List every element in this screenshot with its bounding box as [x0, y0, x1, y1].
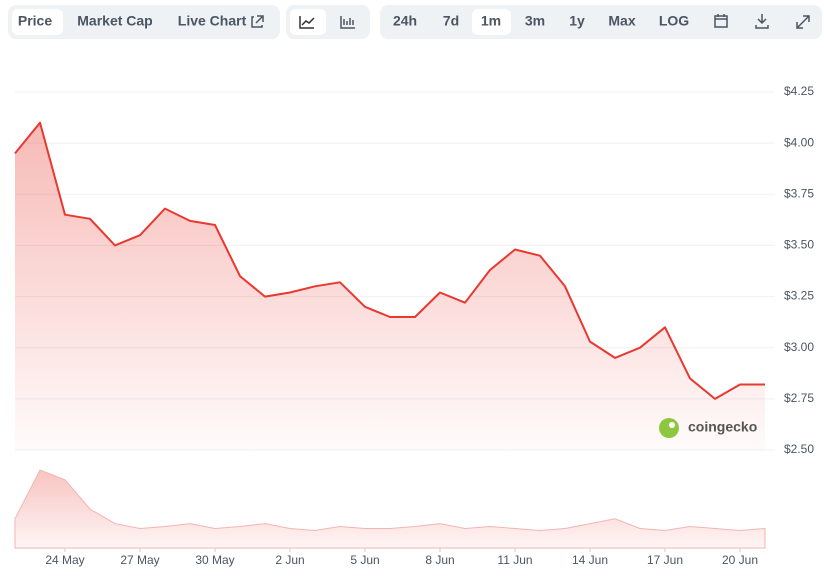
watermark: coingecko — [688, 419, 757, 435]
download-icon[interactable] — [755, 14, 769, 29]
range-button[interactable]: 1y — [569, 13, 585, 29]
x-tick-label: 17 Jun — [647, 553, 683, 567]
tab[interactable]: Market Cap — [77, 13, 152, 29]
expand-icon[interactable] — [796, 15, 810, 29]
y-tick-label: $2.50 — [784, 442, 814, 456]
active-tab — [12, 9, 63, 35]
active-range — [472, 9, 511, 35]
range-button[interactable]: 24h — [393, 13, 417, 29]
tab[interactable]: Live Chart — [178, 13, 247, 29]
price-area — [15, 122, 765, 450]
line-icon — [299, 16, 315, 29]
x-tick-label: 27 May — [120, 553, 159, 567]
price-line — [14, 121, 765, 400]
x-tick-label: 24 May — [45, 553, 84, 567]
volume-area — [14, 469, 766, 549]
y-tick-label: $3.25 — [784, 289, 814, 303]
x-tick-label: 11 Jun — [497, 553, 532, 567]
x-tick-label: 30 May — [195, 553, 234, 567]
x-tick-label: 8 Jun — [425, 553, 454, 567]
range-button[interactable]: 7d — [443, 13, 459, 29]
ranges: 24h 7d 1m 3m 1y Max LOG — [393, 13, 689, 29]
candle-icon[interactable] — [340, 16, 355, 29]
logo-eye — [669, 422, 675, 428]
range-button[interactable]: 1m — [481, 13, 501, 29]
external-icon — [251, 15, 264, 28]
tab[interactable]: Price — [18, 13, 52, 29]
x-tick-label: 20 Jun — [722, 553, 758, 567]
y-tick-label: $4.00 — [784, 135, 814, 149]
plot: $2.50 $2.75 $3.00 $3.25 $3.50 $3.75 $4.00 $4.25… — [14, 84, 814, 567]
x-tick-label: 14 Jun — [572, 553, 608, 567]
logo — [659, 418, 679, 438]
range-button[interactable]: Max — [608, 13, 635, 29]
range-button[interactable]: 3m — [525, 13, 545, 29]
y-tick-label: $3.00 — [784, 340, 814, 354]
x-tick-label: 2 Jun — [275, 553, 304, 567]
tab-group — [8, 5, 280, 39]
range-button[interactable]: LOG — [659, 13, 689, 29]
y-tick-label: $4.25 — [784, 84, 814, 98]
y-tick-label: $3.50 — [784, 238, 814, 252]
calendar-icon[interactable] — [714, 14, 728, 28]
y-tick-label: $3.75 — [784, 186, 814, 200]
x-tick-label: 5 Jun — [350, 553, 379, 567]
y-tick-label: $2.75 — [784, 391, 814, 405]
